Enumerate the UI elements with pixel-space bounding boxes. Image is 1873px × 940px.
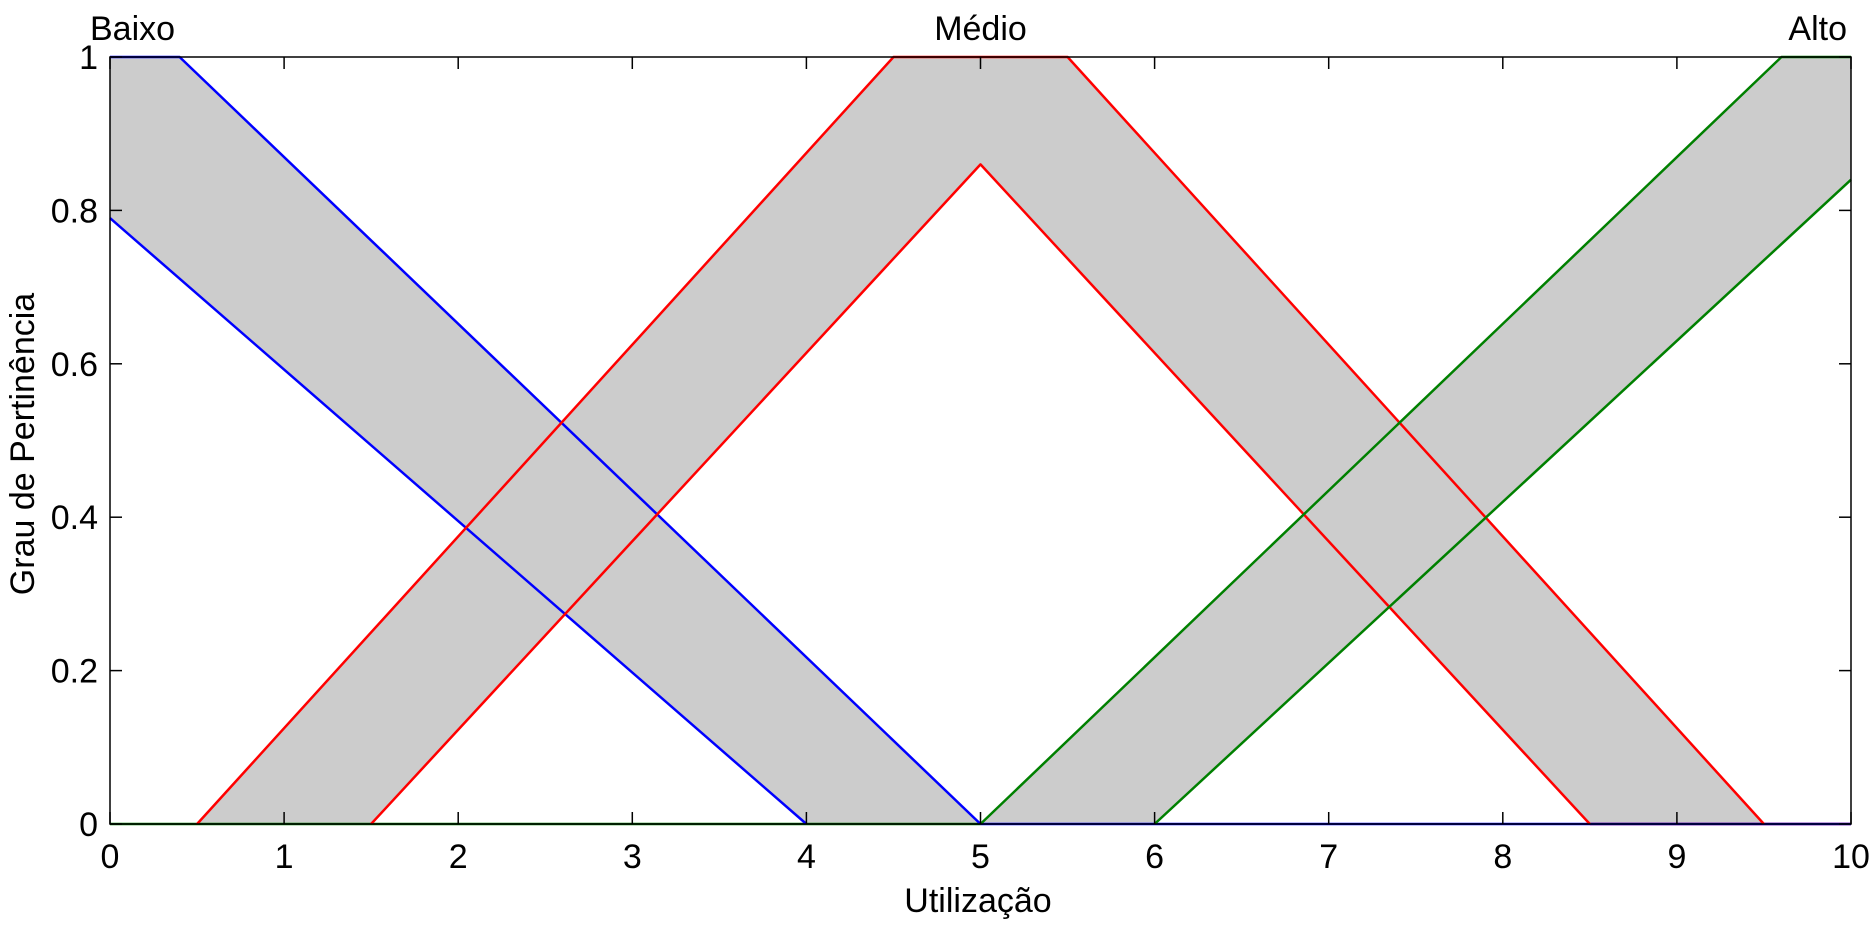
x-tick-label: 1 (275, 838, 294, 876)
x-tick-label: 4 (797, 838, 816, 876)
x-tick-label: 2 (449, 838, 468, 876)
x-tick-label: 6 (1145, 838, 1164, 876)
category-label-baixo: Baixo (90, 10, 175, 48)
y-tick-label: 1 (79, 39, 98, 77)
category-labels: Baixo Médio Alto (90, 10, 1847, 48)
x-tick-label: 5 (971, 838, 990, 876)
series-2-line-1 (1153, 178, 1852, 825)
y-axis-label: Grau de Pertinência (4, 293, 42, 595)
category-label-alto: Alto (1788, 10, 1847, 48)
axes (109, 56, 1852, 825)
y-tick-label: 0.4 (51, 499, 98, 537)
y-tick-label: 0 (79, 806, 98, 844)
series-0-line-1 (109, 217, 808, 825)
tick-labels: 0 1 2 3 4 5 6 7 8 9 10 0 0.2 0.4 0.6 0.8 1 (51, 39, 1870, 876)
category-label-medio: Médio (934, 10, 1027, 48)
y-tick-label: 0.2 (51, 653, 98, 691)
y-tick-label: 0.6 (51, 346, 98, 384)
x-tick-label: 9 (1667, 838, 1686, 876)
y-tick-label: 0.8 (51, 192, 98, 230)
fill-bands (110, 57, 1851, 824)
x-tick-label: 0 (101, 838, 120, 876)
x-tick-label: 8 (1493, 838, 1512, 876)
fill-band-1 (197, 57, 1764, 824)
series-1-line-1 (370, 163, 1591, 825)
x-tick-label: 7 (1319, 838, 1338, 876)
x-tick-label: 10 (1832, 838, 1870, 876)
x-tick-label: 3 (623, 838, 642, 876)
x-axis-label: Utilização (904, 882, 1051, 920)
